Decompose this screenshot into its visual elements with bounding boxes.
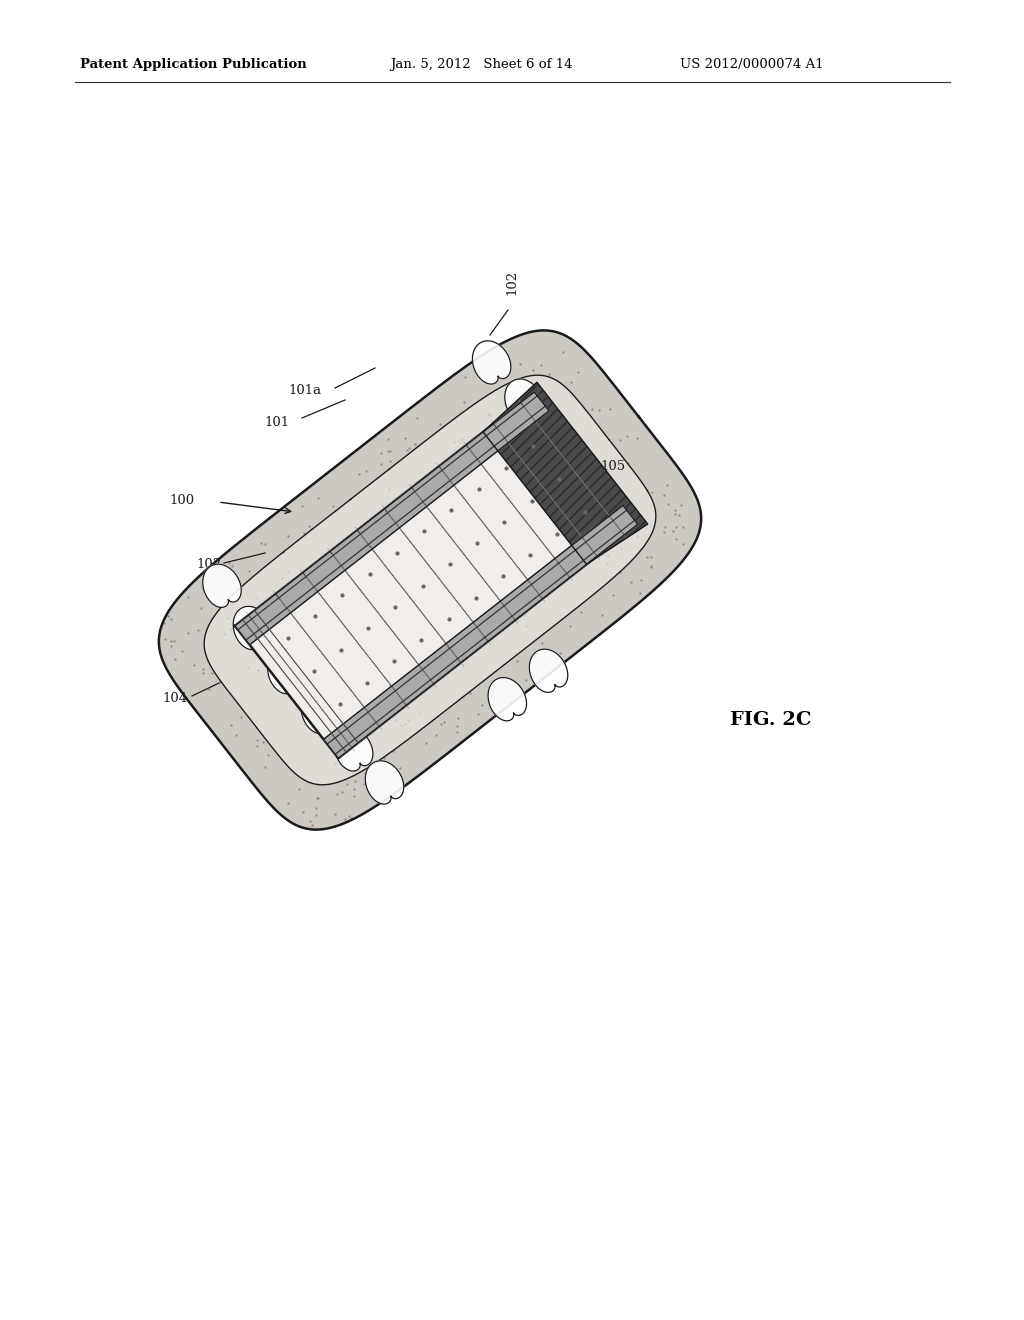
Polygon shape [505, 379, 544, 422]
Text: 102: 102 [197, 558, 222, 572]
Polygon shape [267, 651, 306, 694]
Polygon shape [472, 341, 511, 384]
Polygon shape [335, 727, 373, 771]
Text: 102: 102 [506, 269, 518, 294]
Text: FIG. 2C: FIG. 2C [730, 711, 811, 729]
Text: Jan. 5, 2012   Sheet 6 of 14: Jan. 5, 2012 Sheet 6 of 14 [390, 58, 572, 71]
Polygon shape [366, 760, 403, 804]
Text: US 2012/0000074 A1: US 2012/0000074 A1 [680, 58, 823, 71]
Polygon shape [324, 506, 638, 758]
Polygon shape [565, 459, 603, 503]
Text: 104: 104 [163, 692, 188, 705]
Polygon shape [159, 330, 701, 829]
Polygon shape [529, 649, 567, 693]
Polygon shape [593, 500, 632, 544]
Polygon shape [204, 375, 655, 785]
Text: 101a: 101a [289, 384, 322, 397]
Polygon shape [234, 392, 638, 758]
Polygon shape [301, 690, 340, 734]
Text: Patent Application Publication: Patent Application Publication [80, 58, 307, 71]
Polygon shape [488, 677, 526, 721]
Polygon shape [536, 418, 574, 462]
Polygon shape [234, 392, 549, 644]
Text: 100: 100 [170, 494, 195, 507]
Polygon shape [203, 564, 242, 607]
Text: 101: 101 [265, 416, 290, 429]
Polygon shape [233, 606, 271, 649]
Text: 105: 105 [600, 459, 625, 473]
Polygon shape [483, 383, 648, 565]
